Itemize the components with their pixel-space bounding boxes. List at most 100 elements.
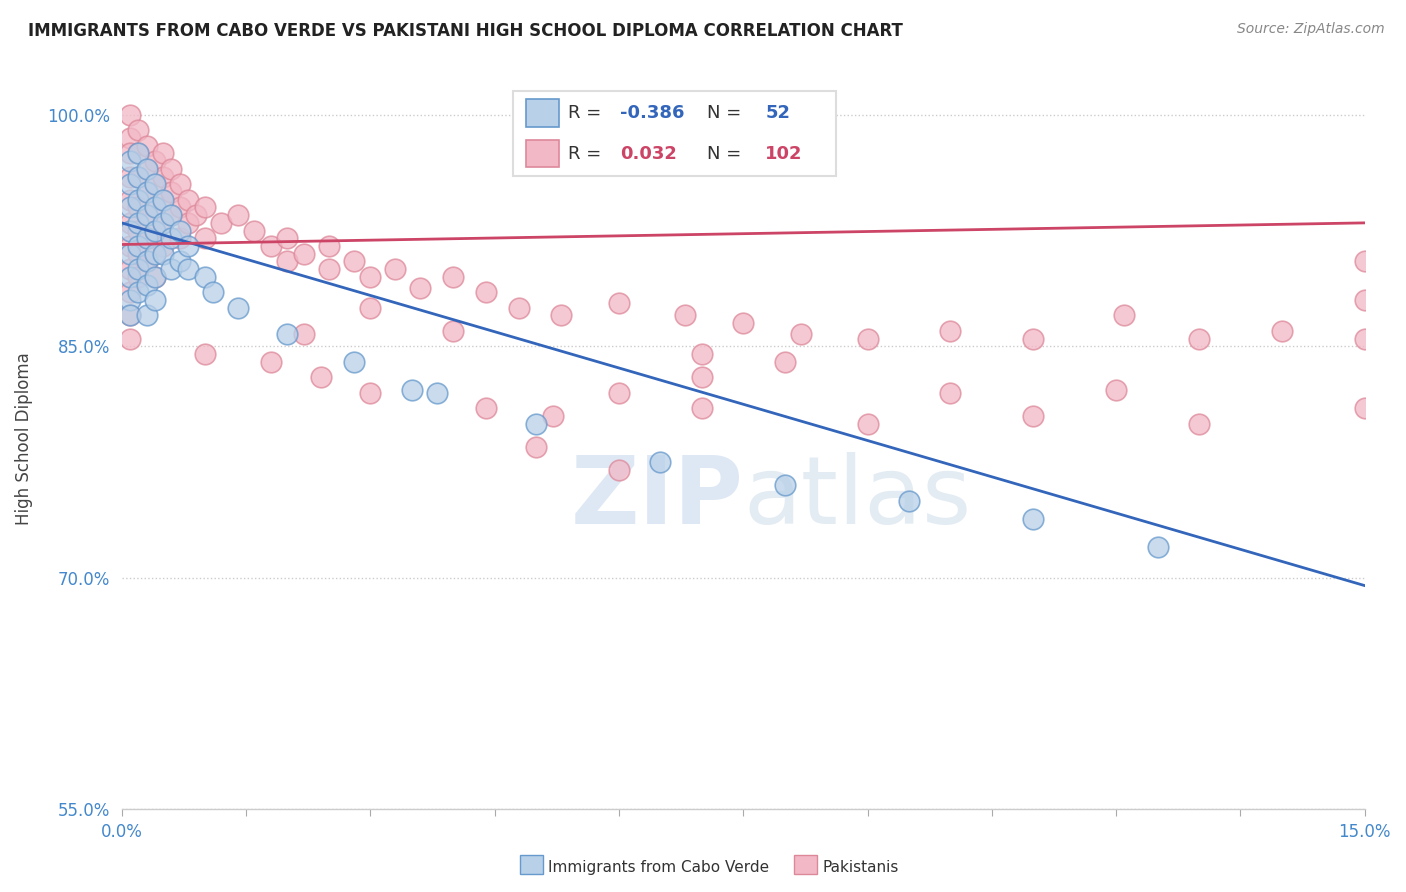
Point [541, 833, 564, 847]
Text: Pakistanis: Pakistanis [823, 860, 898, 874]
Point [475, 401, 498, 416]
Point [135, 309, 157, 323]
Point [127, 269, 149, 284]
Point [1022, 332, 1045, 346]
Point [607, 385, 630, 400]
Point [127, 169, 149, 184]
Point [856, 332, 879, 346]
Point [118, 169, 141, 184]
Point [1354, 254, 1376, 268]
Point [127, 193, 149, 207]
Point [193, 269, 215, 284]
Point [343, 254, 366, 268]
Point [118, 269, 141, 284]
Text: IMMIGRANTS FROM CABO VERDE VS PAKISTANI HIGH SCHOOL DIPLOMA CORRELATION CHART: IMMIGRANTS FROM CABO VERDE VS PAKISTANI … [28, 22, 903, 40]
Point [939, 385, 962, 400]
Point [160, 208, 183, 222]
Point [127, 169, 149, 184]
Point [409, 281, 432, 295]
Y-axis label: High School Diploma: High School Diploma [15, 352, 32, 525]
Point [186, 208, 208, 222]
Point [550, 309, 572, 323]
Point [177, 193, 200, 207]
Point [690, 401, 713, 416]
Text: ZIP: ZIP [571, 452, 744, 544]
Point [127, 246, 149, 260]
Point [143, 246, 166, 260]
Point [127, 201, 149, 215]
Point [143, 269, 166, 284]
Point [276, 326, 298, 341]
Point [1271, 324, 1294, 338]
Point [508, 301, 530, 315]
Point [118, 224, 141, 238]
Point [733, 316, 755, 330]
Point [1354, 332, 1376, 346]
Point [690, 347, 713, 361]
Point [169, 178, 191, 192]
Text: Immigrants from Cabo Verde: Immigrants from Cabo Verde [548, 860, 769, 874]
Point [152, 216, 174, 230]
Point [359, 301, 381, 315]
Point [143, 293, 166, 307]
Point [135, 208, 157, 222]
Point [226, 208, 249, 222]
Point [118, 216, 141, 230]
Point [143, 224, 166, 238]
Point [260, 239, 283, 253]
Point [318, 262, 340, 277]
Point [384, 262, 406, 277]
Point [177, 262, 200, 277]
Point [143, 224, 166, 238]
Text: atlas: atlas [744, 452, 972, 544]
Point [226, 301, 249, 315]
Point [152, 246, 174, 260]
Point [143, 154, 166, 169]
Point [118, 108, 141, 122]
Point [359, 385, 381, 400]
Point [169, 201, 191, 215]
Point [135, 254, 157, 268]
Point [135, 277, 157, 292]
Point [127, 285, 149, 300]
Point [773, 355, 796, 369]
Point [169, 224, 191, 238]
Point [127, 146, 149, 161]
Point [897, 493, 920, 508]
Point [1114, 309, 1136, 323]
Point [1105, 383, 1128, 397]
Point [193, 347, 215, 361]
Point [524, 440, 547, 454]
Point [790, 326, 813, 341]
Point [524, 417, 547, 431]
Point [939, 324, 962, 338]
Point [359, 269, 381, 284]
Point [152, 216, 174, 230]
Point [135, 161, 157, 176]
Point [292, 326, 315, 341]
Point [169, 231, 191, 245]
Point [135, 161, 157, 176]
Point [318, 239, 340, 253]
Point [135, 254, 157, 268]
Point [243, 224, 266, 238]
Point [152, 239, 174, 253]
Point [143, 201, 166, 215]
Point [152, 146, 174, 161]
Point [209, 216, 232, 230]
Point [690, 370, 713, 384]
Point [118, 131, 141, 145]
Point [135, 208, 157, 222]
Point [127, 123, 149, 137]
Point [773, 478, 796, 492]
Point [201, 285, 224, 300]
Point [118, 262, 141, 277]
Point [135, 138, 157, 153]
Point [1188, 417, 1211, 431]
Point [160, 185, 183, 199]
Point [1354, 401, 1376, 416]
Point [160, 231, 183, 245]
Point [127, 262, 149, 277]
Point [276, 231, 298, 245]
Point [292, 246, 315, 260]
